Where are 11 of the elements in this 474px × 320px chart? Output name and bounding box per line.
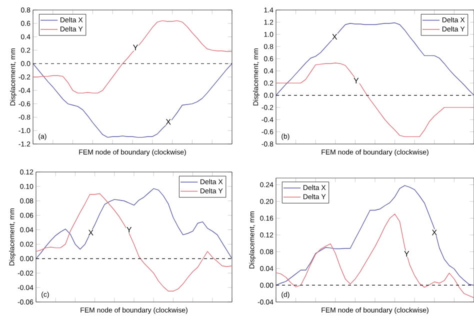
annotation: X	[166, 119, 171, 125]
line-series	[36, 193, 232, 292]
annotation: X	[432, 230, 437, 236]
annotation: Y	[126, 227, 132, 233]
annotation: X	[88, 230, 94, 236]
line-series	[276, 185, 474, 286]
annotation: Y	[132, 44, 138, 50]
line-series	[276, 214, 474, 298]
annotation: X	[332, 34, 338, 40]
annotation: Y	[404, 251, 410, 257]
annotation: Y	[354, 78, 359, 84]
